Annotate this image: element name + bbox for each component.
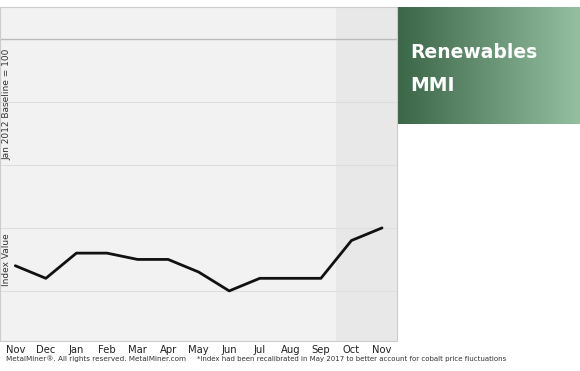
Text: *Index had been recalibrated in May 2017 to better account for cobalt price fluc: *Index had been recalibrated in May 2017… bbox=[197, 356, 506, 362]
Text: Index Value: Index Value bbox=[2, 233, 12, 286]
Text: Renewables: Renewables bbox=[410, 43, 537, 62]
Text: Jan 2012 Baseline = 100: Jan 2012 Baseline = 100 bbox=[2, 48, 12, 160]
Text: Up 2.0%: Up 2.0% bbox=[441, 269, 497, 283]
Text: November: November bbox=[441, 241, 510, 254]
Bar bbox=[397, 7, 580, 124]
Text: October to: October to bbox=[441, 213, 512, 226]
Bar bbox=[336, 7, 397, 341]
Text: MetalMiner®. All rights reserved. MetalMiner.com: MetalMiner®. All rights reserved. MetalM… bbox=[6, 355, 186, 362]
Text: MMI: MMI bbox=[410, 76, 455, 95]
